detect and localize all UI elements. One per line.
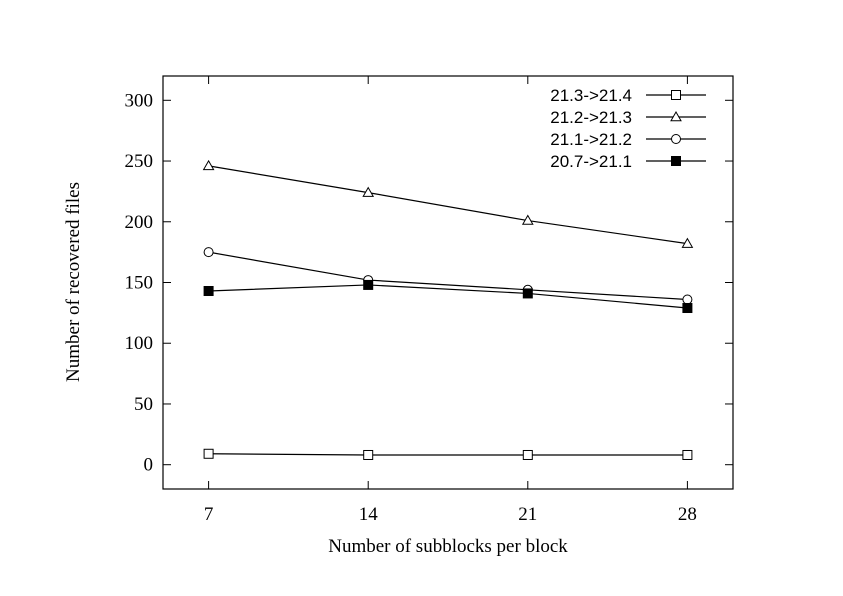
series-3 bbox=[203, 247, 693, 305]
legend-marker bbox=[671, 156, 681, 166]
legend-item: 21.3->21.4 bbox=[550, 86, 706, 105]
legend-label: 21.2->21.3 bbox=[550, 108, 632, 127]
y-tick-label: 50 bbox=[134, 394, 153, 415]
data-point bbox=[203, 448, 214, 459]
legend-label: 21.1->21.2 bbox=[550, 130, 632, 149]
y-tick-label: 250 bbox=[125, 151, 154, 172]
legend-marker bbox=[671, 90, 681, 100]
series-2 bbox=[202, 159, 694, 248]
data-point bbox=[363, 449, 374, 460]
data-point bbox=[522, 288, 533, 299]
legend-item: 21.2->21.3 bbox=[550, 108, 706, 127]
axis-ticks: 0 50 100 150 200 250 300 7 14 21 28 bbox=[125, 76, 733, 525]
plot-frame bbox=[162, 75, 734, 490]
series-line bbox=[208, 453, 688, 456]
y-tick-label: 150 bbox=[125, 273, 154, 294]
legend-item: 20.7->21.1 bbox=[550, 152, 706, 171]
legend: 21.3->21.4 21.2->21.3 21.1->21.2 20.7->21.1 bbox=[550, 86, 706, 171]
data-point bbox=[203, 247, 214, 258]
legend-marker bbox=[670, 110, 682, 122]
x-axis-title: Number of subblocks per block bbox=[328, 536, 568, 557]
data-point bbox=[203, 286, 214, 297]
y-tick-label: 0 bbox=[144, 455, 154, 476]
data-point bbox=[202, 159, 215, 171]
series-layer bbox=[202, 159, 694, 460]
x-tick-label: 28 bbox=[678, 504, 697, 525]
series-4 bbox=[203, 279, 693, 314]
data-point bbox=[682, 294, 693, 305]
legend-marker bbox=[671, 134, 681, 144]
data-point bbox=[363, 279, 374, 290]
data-point bbox=[682, 303, 693, 314]
legend-label: 20.7->21.1 bbox=[550, 152, 632, 171]
data-point bbox=[522, 449, 533, 460]
y-tick-label: 300 bbox=[125, 90, 154, 111]
x-tick-label: 21 bbox=[518, 504, 537, 525]
series-line bbox=[208, 284, 688, 309]
y-tick-label: 100 bbox=[125, 333, 154, 354]
data-point bbox=[362, 186, 375, 197]
x-tick-label: 7 bbox=[204, 504, 214, 525]
y-axis-title: Number of recovered files bbox=[63, 182, 84, 382]
series-line bbox=[208, 165, 688, 245]
data-point bbox=[681, 237, 694, 248]
data-point bbox=[682, 449, 693, 460]
legend-item: 21.1->21.2 bbox=[550, 130, 706, 149]
legend-label: 21.3->21.4 bbox=[550, 86, 632, 105]
data-point bbox=[521, 214, 534, 225]
series-line bbox=[208, 251, 688, 301]
series-1 bbox=[203, 448, 693, 460]
x-tick-label: 14 bbox=[359, 504, 379, 525]
y-tick-label: 200 bbox=[125, 212, 154, 233]
